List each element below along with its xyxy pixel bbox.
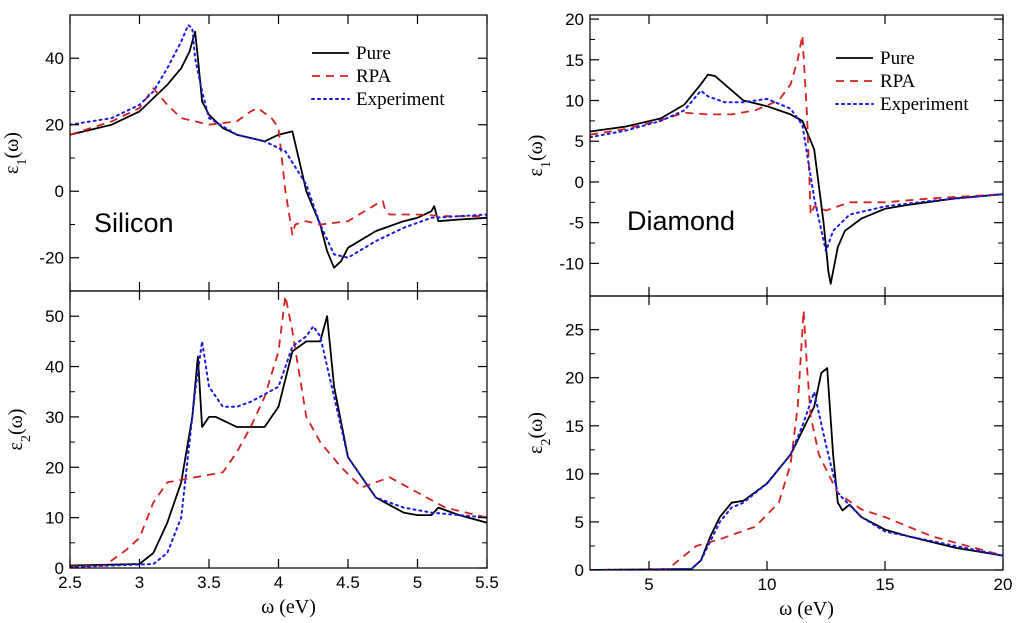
x-tick-label: 3.5 bbox=[197, 573, 221, 592]
y-tick-label: 0 bbox=[575, 561, 584, 580]
material-label: Diamond bbox=[627, 206, 735, 236]
panel-diamond-eps1: -10 -5 0 5 10 15 20 ε1(ω) Diamond PureRPAExperime… bbox=[525, 10, 1004, 297]
y-tick-label: 40 bbox=[45, 49, 64, 68]
y-tick-label: 0 bbox=[575, 173, 584, 192]
legend-label-experiment: Experiment bbox=[356, 89, 445, 110]
x-tick-label: 4.5 bbox=[336, 573, 360, 592]
y-tick-label: -20 bbox=[39, 249, 64, 268]
x-axis-label: ω (eV) bbox=[779, 598, 834, 620]
series-line-experiment bbox=[70, 325, 487, 568]
x-tick-label: 5 bbox=[644, 575, 653, 594]
y-tick-label: 10 bbox=[45, 509, 64, 528]
plot-frame bbox=[589, 295, 1004, 571]
panel-silicon-eps2: 0 10 20 30 40 50 2.5 3 3.5 4 4.5 5 5.5 ω (eV) ε2(ω) bbox=[5, 290, 499, 618]
y-axis-label: ε1(ω) bbox=[1, 132, 30, 174]
legend-label-rpa: RPA bbox=[356, 66, 391, 87]
x-tick-label: 5 bbox=[413, 573, 422, 592]
y-tick-label: 20 bbox=[45, 458, 64, 477]
series-line-pure bbox=[590, 73, 1003, 285]
x-axis-label: ω (eV) bbox=[261, 596, 316, 618]
y-tick-label: 40 bbox=[45, 358, 64, 377]
y-axis-label: ε2(ω) bbox=[525, 412, 554, 454]
series-line-pure bbox=[590, 367, 1003, 570]
y-tick-label: 20 bbox=[565, 10, 584, 29]
series-line-pure bbox=[70, 315, 487, 567]
y-tick-label: 5 bbox=[575, 513, 584, 532]
x-tick-label: 2.5 bbox=[58, 573, 82, 592]
series-line-rpa bbox=[70, 295, 487, 568]
y-tick-label: 20 bbox=[565, 369, 584, 388]
y-tick-label: 10 bbox=[565, 465, 584, 484]
x-tick-label: 15 bbox=[876, 575, 895, 594]
plot-frame bbox=[69, 290, 488, 569]
y-axis-label: ε1(ω) bbox=[525, 135, 554, 177]
x-tick-label: 5.5 bbox=[475, 573, 499, 592]
series-line-experiment bbox=[590, 89, 1003, 253]
series-line-experiment bbox=[590, 391, 1003, 570]
x-tick-label: 20 bbox=[994, 575, 1013, 594]
y-tick-label: 30 bbox=[45, 408, 64, 427]
y-tick-label: 0 bbox=[55, 559, 64, 578]
material-label: Silicon bbox=[94, 208, 174, 238]
series-line-experiment bbox=[70, 24, 487, 259]
y-tick-label: -10 bbox=[559, 254, 584, 273]
legend-label-pure: Pure bbox=[880, 48, 915, 69]
series-line-rpa bbox=[590, 309, 1003, 570]
x-tick-label: 10 bbox=[758, 575, 777, 594]
y-tick-label: -5 bbox=[569, 214, 584, 233]
x-tick-label: 4 bbox=[274, 573, 283, 592]
plot-frame bbox=[69, 14, 488, 292]
series-line-pure bbox=[70, 30, 487, 269]
legend-label-pure: Pure bbox=[356, 43, 391, 64]
series-line-rpa bbox=[70, 87, 487, 236]
y-tick-label: 10 bbox=[565, 92, 584, 111]
legend-label-experiment: Experiment bbox=[880, 94, 969, 115]
y-tick-label: 0 bbox=[55, 182, 64, 201]
y-axis-label: ε2(ω) bbox=[5, 409, 34, 451]
legend-label-rpa: RPA bbox=[880, 71, 915, 92]
series-line-rpa bbox=[590, 34, 1003, 216]
y-tick-label: 50 bbox=[45, 307, 64, 326]
y-tick-label: 15 bbox=[565, 51, 584, 70]
y-tick-label: 5 bbox=[575, 132, 584, 151]
plot-frame bbox=[589, 14, 1004, 297]
x-tick-label: 3 bbox=[135, 573, 144, 592]
panel-diamond-eps2: 0 5 10 15 20 25 5 10 15 20 ω (eV) ε2(ω) bbox=[525, 295, 1013, 620]
y-tick-label: 25 bbox=[565, 321, 584, 340]
y-tick-label: 15 bbox=[565, 417, 584, 436]
y-tick-label: 20 bbox=[45, 116, 64, 135]
